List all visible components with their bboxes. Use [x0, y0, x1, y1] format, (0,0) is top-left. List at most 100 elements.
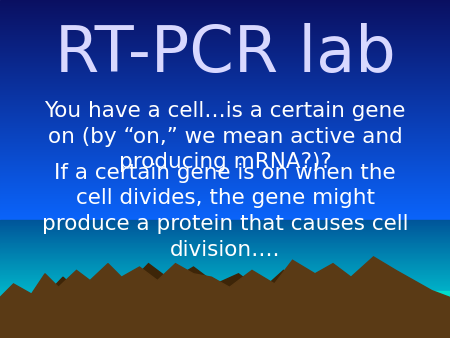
Bar — [0, 331, 450, 332]
Bar — [0, 38, 450, 39]
Bar — [0, 46, 450, 47]
Bar — [0, 285, 450, 286]
Bar — [0, 51, 450, 52]
Bar — [0, 219, 450, 220]
Bar — [0, 162, 450, 163]
Bar — [0, 78, 450, 79]
Bar — [0, 123, 450, 124]
Bar — [0, 25, 450, 26]
Bar — [0, 257, 450, 258]
Bar — [0, 96, 450, 97]
Bar — [0, 153, 450, 154]
Bar — [0, 85, 450, 86]
Bar — [0, 200, 450, 201]
Bar — [0, 39, 450, 40]
Bar — [0, 209, 450, 210]
Bar — [0, 86, 450, 87]
Bar — [0, 327, 450, 328]
Bar — [0, 150, 450, 151]
Bar — [0, 129, 450, 130]
Bar — [0, 133, 450, 134]
Bar — [0, 223, 450, 224]
Bar — [0, 47, 450, 48]
Bar — [0, 108, 450, 109]
Bar — [0, 238, 450, 239]
Bar — [0, 186, 450, 187]
Bar — [0, 301, 450, 303]
Bar — [0, 149, 450, 150]
Bar — [0, 51, 450, 52]
Bar — [0, 64, 450, 65]
Bar — [0, 18, 450, 19]
Bar — [0, 194, 450, 195]
Bar — [0, 250, 450, 251]
Bar — [0, 164, 450, 165]
Bar — [0, 314, 450, 338]
Bar — [0, 61, 450, 62]
Polygon shape — [0, 257, 450, 338]
Bar — [0, 21, 450, 22]
Bar — [0, 73, 450, 74]
Bar — [0, 105, 450, 106]
Bar — [0, 323, 450, 324]
Bar — [0, 1, 450, 2]
Bar — [0, 69, 450, 70]
Bar — [0, 213, 450, 214]
Bar — [0, 199, 450, 200]
Bar — [0, 20, 450, 21]
Bar — [0, 124, 450, 125]
Bar — [0, 100, 450, 101]
Bar — [0, 147, 450, 148]
Bar — [0, 156, 450, 157]
Bar — [0, 236, 450, 237]
Bar — [0, 26, 450, 27]
Bar — [0, 57, 450, 58]
Bar — [0, 112, 450, 113]
Bar — [0, 254, 450, 255]
Bar — [0, 314, 450, 315]
Bar — [0, 126, 450, 127]
Bar — [0, 106, 450, 107]
Bar — [0, 88, 450, 89]
Bar — [0, 30, 450, 31]
Bar — [0, 154, 450, 155]
Bar — [0, 276, 450, 277]
Bar — [0, 80, 450, 81]
Bar — [0, 264, 450, 265]
Bar — [0, 167, 450, 168]
Bar — [0, 278, 450, 279]
Bar — [0, 179, 450, 180]
Bar — [0, 111, 450, 112]
Bar — [0, 183, 450, 184]
Bar — [0, 177, 450, 178]
Bar — [0, 84, 450, 85]
Bar — [0, 48, 450, 49]
Bar — [0, 77, 450, 78]
Bar — [0, 117, 450, 118]
Bar — [0, 296, 450, 297]
Bar — [0, 130, 450, 131]
Bar — [0, 137, 450, 138]
Bar — [0, 19, 450, 20]
Bar — [0, 204, 450, 206]
Bar — [0, 14, 450, 15]
Bar — [0, 295, 450, 296]
Bar — [0, 139, 450, 140]
Bar — [0, 293, 450, 294]
Bar — [0, 182, 450, 183]
Bar — [0, 286, 450, 287]
Bar — [0, 304, 450, 305]
Bar — [0, 280, 450, 281]
Bar — [0, 2, 450, 3]
Bar — [0, 221, 450, 222]
Bar — [0, 37, 450, 38]
Bar — [0, 89, 450, 90]
Bar — [0, 283, 450, 284]
Bar — [0, 107, 450, 108]
Bar — [0, 284, 450, 285]
Bar — [0, 227, 450, 228]
Bar — [0, 282, 450, 283]
Bar — [0, 235, 450, 236]
Bar — [0, 277, 450, 278]
Bar — [0, 24, 450, 25]
